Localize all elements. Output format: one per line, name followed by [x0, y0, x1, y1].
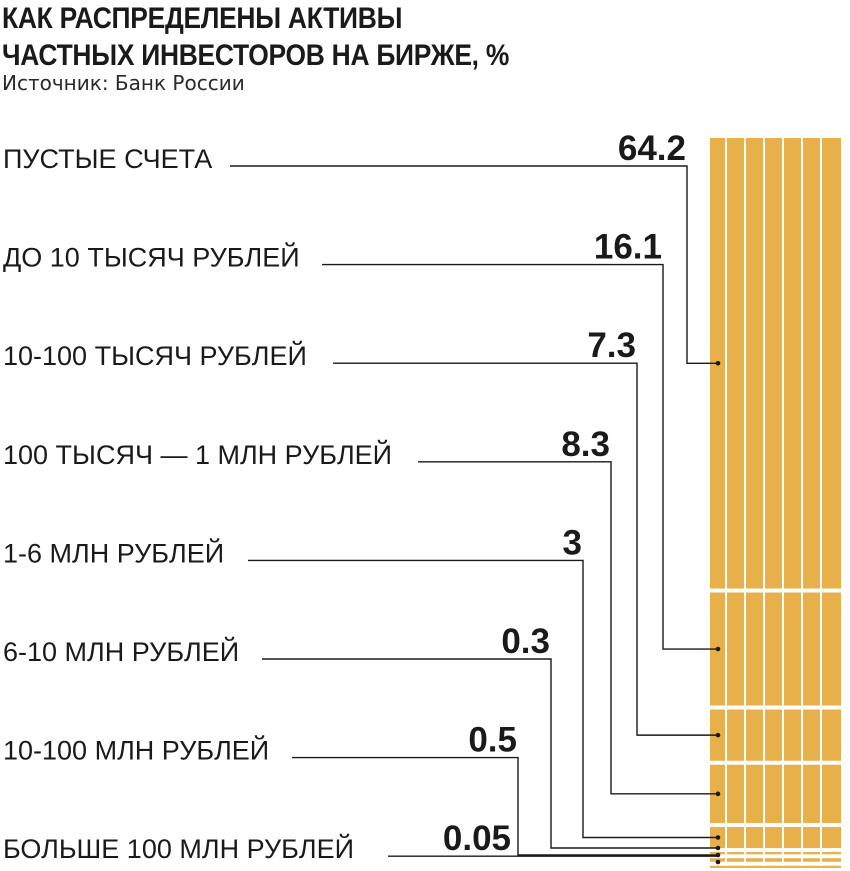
- leader-dot-6: [715, 845, 721, 851]
- leader-line-6: [262, 658, 718, 849]
- leader-line-5: [248, 559, 718, 839]
- chart-title-line-2: ЧАСТНЫХ ИНВЕСТОРОВ НА БИРЖЕ, %: [2, 39, 510, 72]
- chart-source: Источник: Банк России: [2, 71, 245, 95]
- leader-line-2: [322, 263, 718, 650]
- bar-segment-3: [710, 709, 841, 761]
- bar-segment-7: [710, 858, 841, 862]
- value-label-7: 0.5: [468, 721, 517, 760]
- category-label-6: 6-10 МЛН РУБЛЕЙ: [3, 636, 239, 667]
- category-label-8: БОЛЬШЕ 100 МЛН РУБЛЕЙ: [3, 833, 354, 864]
- leader-dot-2: [715, 646, 721, 652]
- bar-segment-6: [710, 852, 841, 855]
- chart-title-line-1: КАК РАСПРЕДЕЛЕНЫ АКТИВЫ: [2, 2, 403, 35]
- category-label-3: 10-100 ТЫСЯЧ РУБЛЕЙ: [3, 340, 307, 371]
- value-label-3: 7.3: [587, 326, 636, 365]
- leader-line-4: [418, 461, 718, 795]
- category-label-5: 1-6 МЛН РУБЛЕЙ: [3, 537, 224, 568]
- stacked-bar: [710, 138, 841, 868]
- category-label-7: 10-100 МЛН РУБЛЕЙ: [3, 735, 269, 766]
- leader-dot-1: [715, 360, 721, 366]
- bar-segment-4: [710, 764, 841, 823]
- value-label-4: 8.3: [561, 425, 610, 464]
- value-label-5: 3: [563, 523, 582, 562]
- bar-segment-8: [710, 865, 841, 868]
- leader-dot-3: [715, 732, 721, 738]
- value-label-8: 0.05: [443, 819, 511, 858]
- category-label-2: ДО 10 ТЫСЯЧ РУБЛЕЙ: [3, 242, 300, 273]
- leader-line-1: [230, 165, 718, 364]
- value-label-1: 64.2: [618, 129, 686, 168]
- leader-line-3: [333, 362, 718, 736]
- bar-segment-1: [710, 138, 841, 589]
- chart-title: КАК РАСПРЕДЕЛЕНЫ АКТИВЫ ЧАСТНЫХ ИНВЕСТОР…: [2, 0, 509, 74]
- leader-dot-4: [715, 791, 721, 797]
- bar-segment-2: [710, 592, 841, 706]
- category-label-1: ПУСТЫЕ СЧЕТА: [3, 144, 212, 174]
- category-label-4: 100 ТЫСЯЧ — 1 МЛН РУБЛЕЙ: [3, 439, 392, 470]
- bar-segment-5: [710, 826, 841, 849]
- value-label-2: 16.1: [594, 228, 662, 267]
- leader-line-7: [292, 756, 718, 856]
- leader-dot-8: [715, 859, 721, 865]
- leader-dot-5: [715, 835, 721, 840]
- value-label-6: 0.3: [501, 622, 550, 661]
